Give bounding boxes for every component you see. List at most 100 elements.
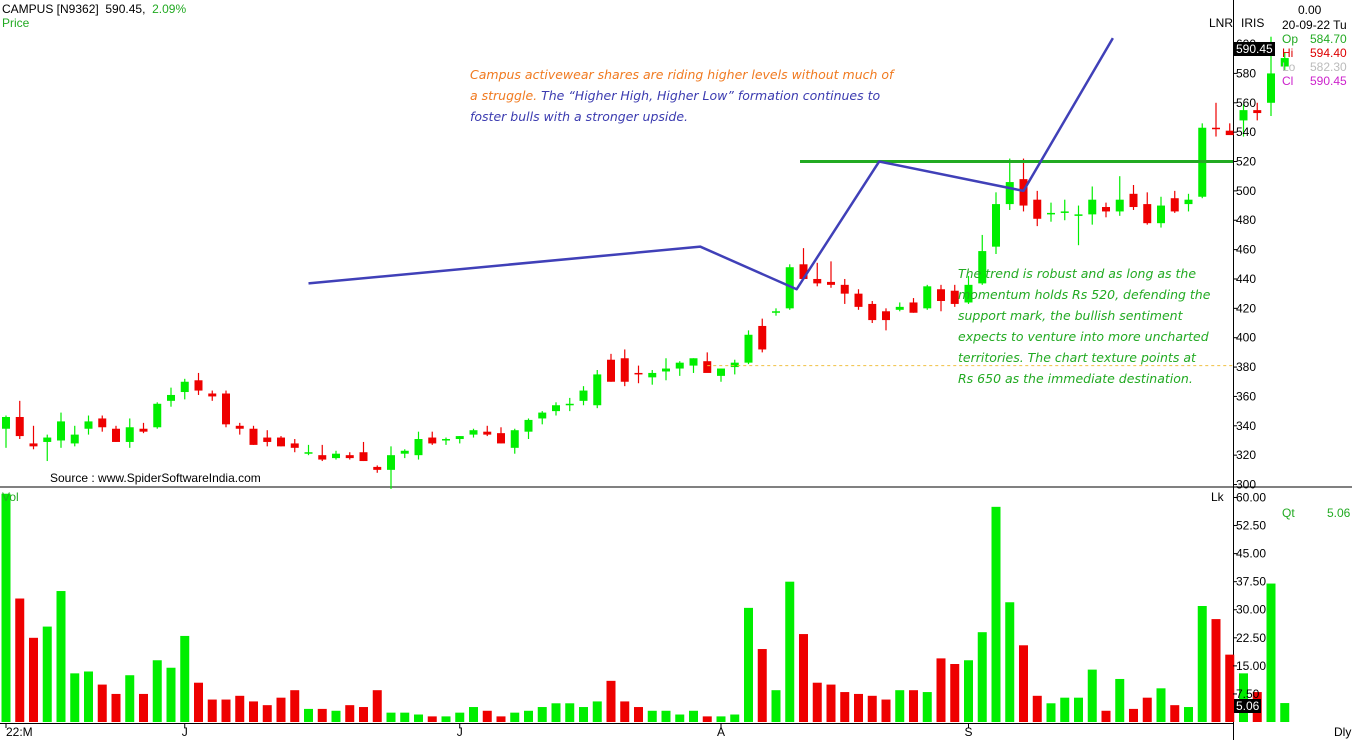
volume-bar bbox=[950, 664, 960, 722]
iris-label: IRIS bbox=[1241, 16, 1265, 30]
volume-bar bbox=[372, 690, 382, 722]
candle-body bbox=[235, 425, 244, 429]
dly-label: Dly bbox=[1334, 725, 1352, 739]
candle-body bbox=[428, 437, 437, 444]
candle-body bbox=[483, 431, 492, 435]
price-tick-label: 420 bbox=[1236, 301, 1256, 315]
volume-bar bbox=[510, 712, 520, 722]
volume-bar bbox=[702, 716, 712, 722]
ohlc-open-value: 584.70 bbox=[1310, 32, 1347, 46]
volume-bar bbox=[881, 699, 891, 722]
candle-body bbox=[923, 286, 932, 309]
candle-body bbox=[827, 281, 835, 285]
price-tick-label: 380 bbox=[1236, 360, 1256, 374]
candle-body bbox=[717, 368, 725, 376]
candle-body bbox=[1184, 199, 1193, 205]
volume-bar bbox=[194, 682, 203, 722]
candle-body bbox=[689, 358, 698, 366]
candle-body bbox=[469, 430, 478, 435]
candle-body bbox=[98, 418, 107, 428]
candle-body bbox=[1212, 127, 1220, 130]
volume-bar bbox=[221, 699, 231, 722]
volume-tick-label: 22.50 bbox=[1236, 631, 1266, 645]
candle-body bbox=[263, 437, 272, 442]
candle-body bbox=[1033, 199, 1042, 219]
candle-body bbox=[964, 284, 973, 303]
price-tick-label: 340 bbox=[1236, 419, 1256, 433]
candle-body bbox=[937, 289, 945, 301]
volume-bar bbox=[1115, 678, 1125, 722]
candle-body bbox=[607, 359, 615, 382]
candle-body bbox=[70, 434, 79, 444]
candle-body bbox=[552, 405, 560, 412]
candle-body bbox=[167, 394, 175, 401]
candle-body bbox=[2, 416, 10, 429]
annotation-top-part1: Campus activewear shares are riding high… bbox=[470, 67, 894, 103]
candle-body bbox=[799, 264, 808, 279]
volume-bar bbox=[895, 690, 905, 722]
candle-body bbox=[1170, 198, 1179, 212]
volume-bar bbox=[1, 493, 11, 722]
candle-body bbox=[538, 412, 547, 419]
volume-bar bbox=[414, 714, 423, 722]
ohlc-open-label: Op bbox=[1282, 32, 1299, 46]
volume-bar bbox=[235, 695, 245, 722]
last-price-tag: 590.45 bbox=[1234, 42, 1275, 56]
candle-body bbox=[455, 436, 464, 440]
volume-bar bbox=[991, 506, 1001, 722]
volume-label: Vol bbox=[2, 490, 19, 504]
candle-body bbox=[1225, 130, 1234, 136]
volume-bar bbox=[854, 693, 863, 722]
volume-bar bbox=[579, 707, 588, 722]
volume-bar bbox=[455, 712, 465, 722]
annotation-top-part2: The “Higher High, Higher Low” formation … bbox=[470, 88, 881, 124]
volume-bar bbox=[427, 716, 437, 722]
candle-body bbox=[139, 428, 148, 432]
candle-body bbox=[593, 374, 602, 406]
volume-bar bbox=[290, 690, 300, 722]
candle-body bbox=[153, 403, 162, 428]
time-tick-label: 22:M bbox=[6, 725, 33, 739]
volume-tick-label: 37.50 bbox=[1236, 575, 1266, 589]
candle-body bbox=[565, 403, 574, 406]
volume-bar bbox=[276, 697, 286, 722]
volume-bar bbox=[1266, 583, 1276, 722]
volume-bar bbox=[1142, 697, 1152, 722]
candle-body bbox=[854, 293, 863, 307]
time-tick-label: S bbox=[964, 725, 972, 739]
candle-body bbox=[744, 334, 753, 363]
volume-bar bbox=[1211, 619, 1221, 722]
volume-bar bbox=[1170, 705, 1180, 722]
candle-body bbox=[414, 439, 423, 456]
price-tick-label: 400 bbox=[1236, 331, 1256, 345]
volume-bar bbox=[111, 693, 121, 722]
candle-body bbox=[1253, 110, 1262, 114]
candle-body bbox=[648, 372, 657, 378]
volume-bar bbox=[1074, 697, 1083, 722]
lnr-label: LNR bbox=[1209, 16, 1234, 30]
ohlc-high-label: Hi bbox=[1282, 46, 1294, 60]
candle-body bbox=[359, 452, 368, 462]
volume-bar bbox=[592, 701, 602, 722]
volume-bar bbox=[909, 690, 918, 722]
volume-bar bbox=[812, 682, 822, 722]
volume-bar bbox=[977, 632, 987, 722]
volume-bar bbox=[551, 703, 561, 722]
volume-bar bbox=[1032, 695, 1042, 722]
ohlc-low-value: 582.30 bbox=[1310, 60, 1347, 74]
price-tick-label: 320 bbox=[1236, 448, 1256, 462]
volume-bar bbox=[400, 712, 410, 722]
price-tick-label: 560 bbox=[1236, 96, 1256, 110]
candle-body bbox=[1157, 205, 1165, 224]
candle-body bbox=[1019, 179, 1028, 206]
change-label: 2.09% bbox=[152, 2, 187, 16]
price-tick-label: 440 bbox=[1236, 272, 1256, 286]
volume-bar bbox=[826, 684, 836, 722]
volume-bar bbox=[840, 692, 850, 722]
candle-body bbox=[758, 325, 767, 350]
candle-body bbox=[895, 306, 904, 310]
volume-bar bbox=[771, 690, 781, 722]
candle-body bbox=[1239, 110, 1248, 121]
volume-tick-label: 60.00 bbox=[1236, 490, 1266, 504]
candle-body bbox=[634, 372, 643, 375]
